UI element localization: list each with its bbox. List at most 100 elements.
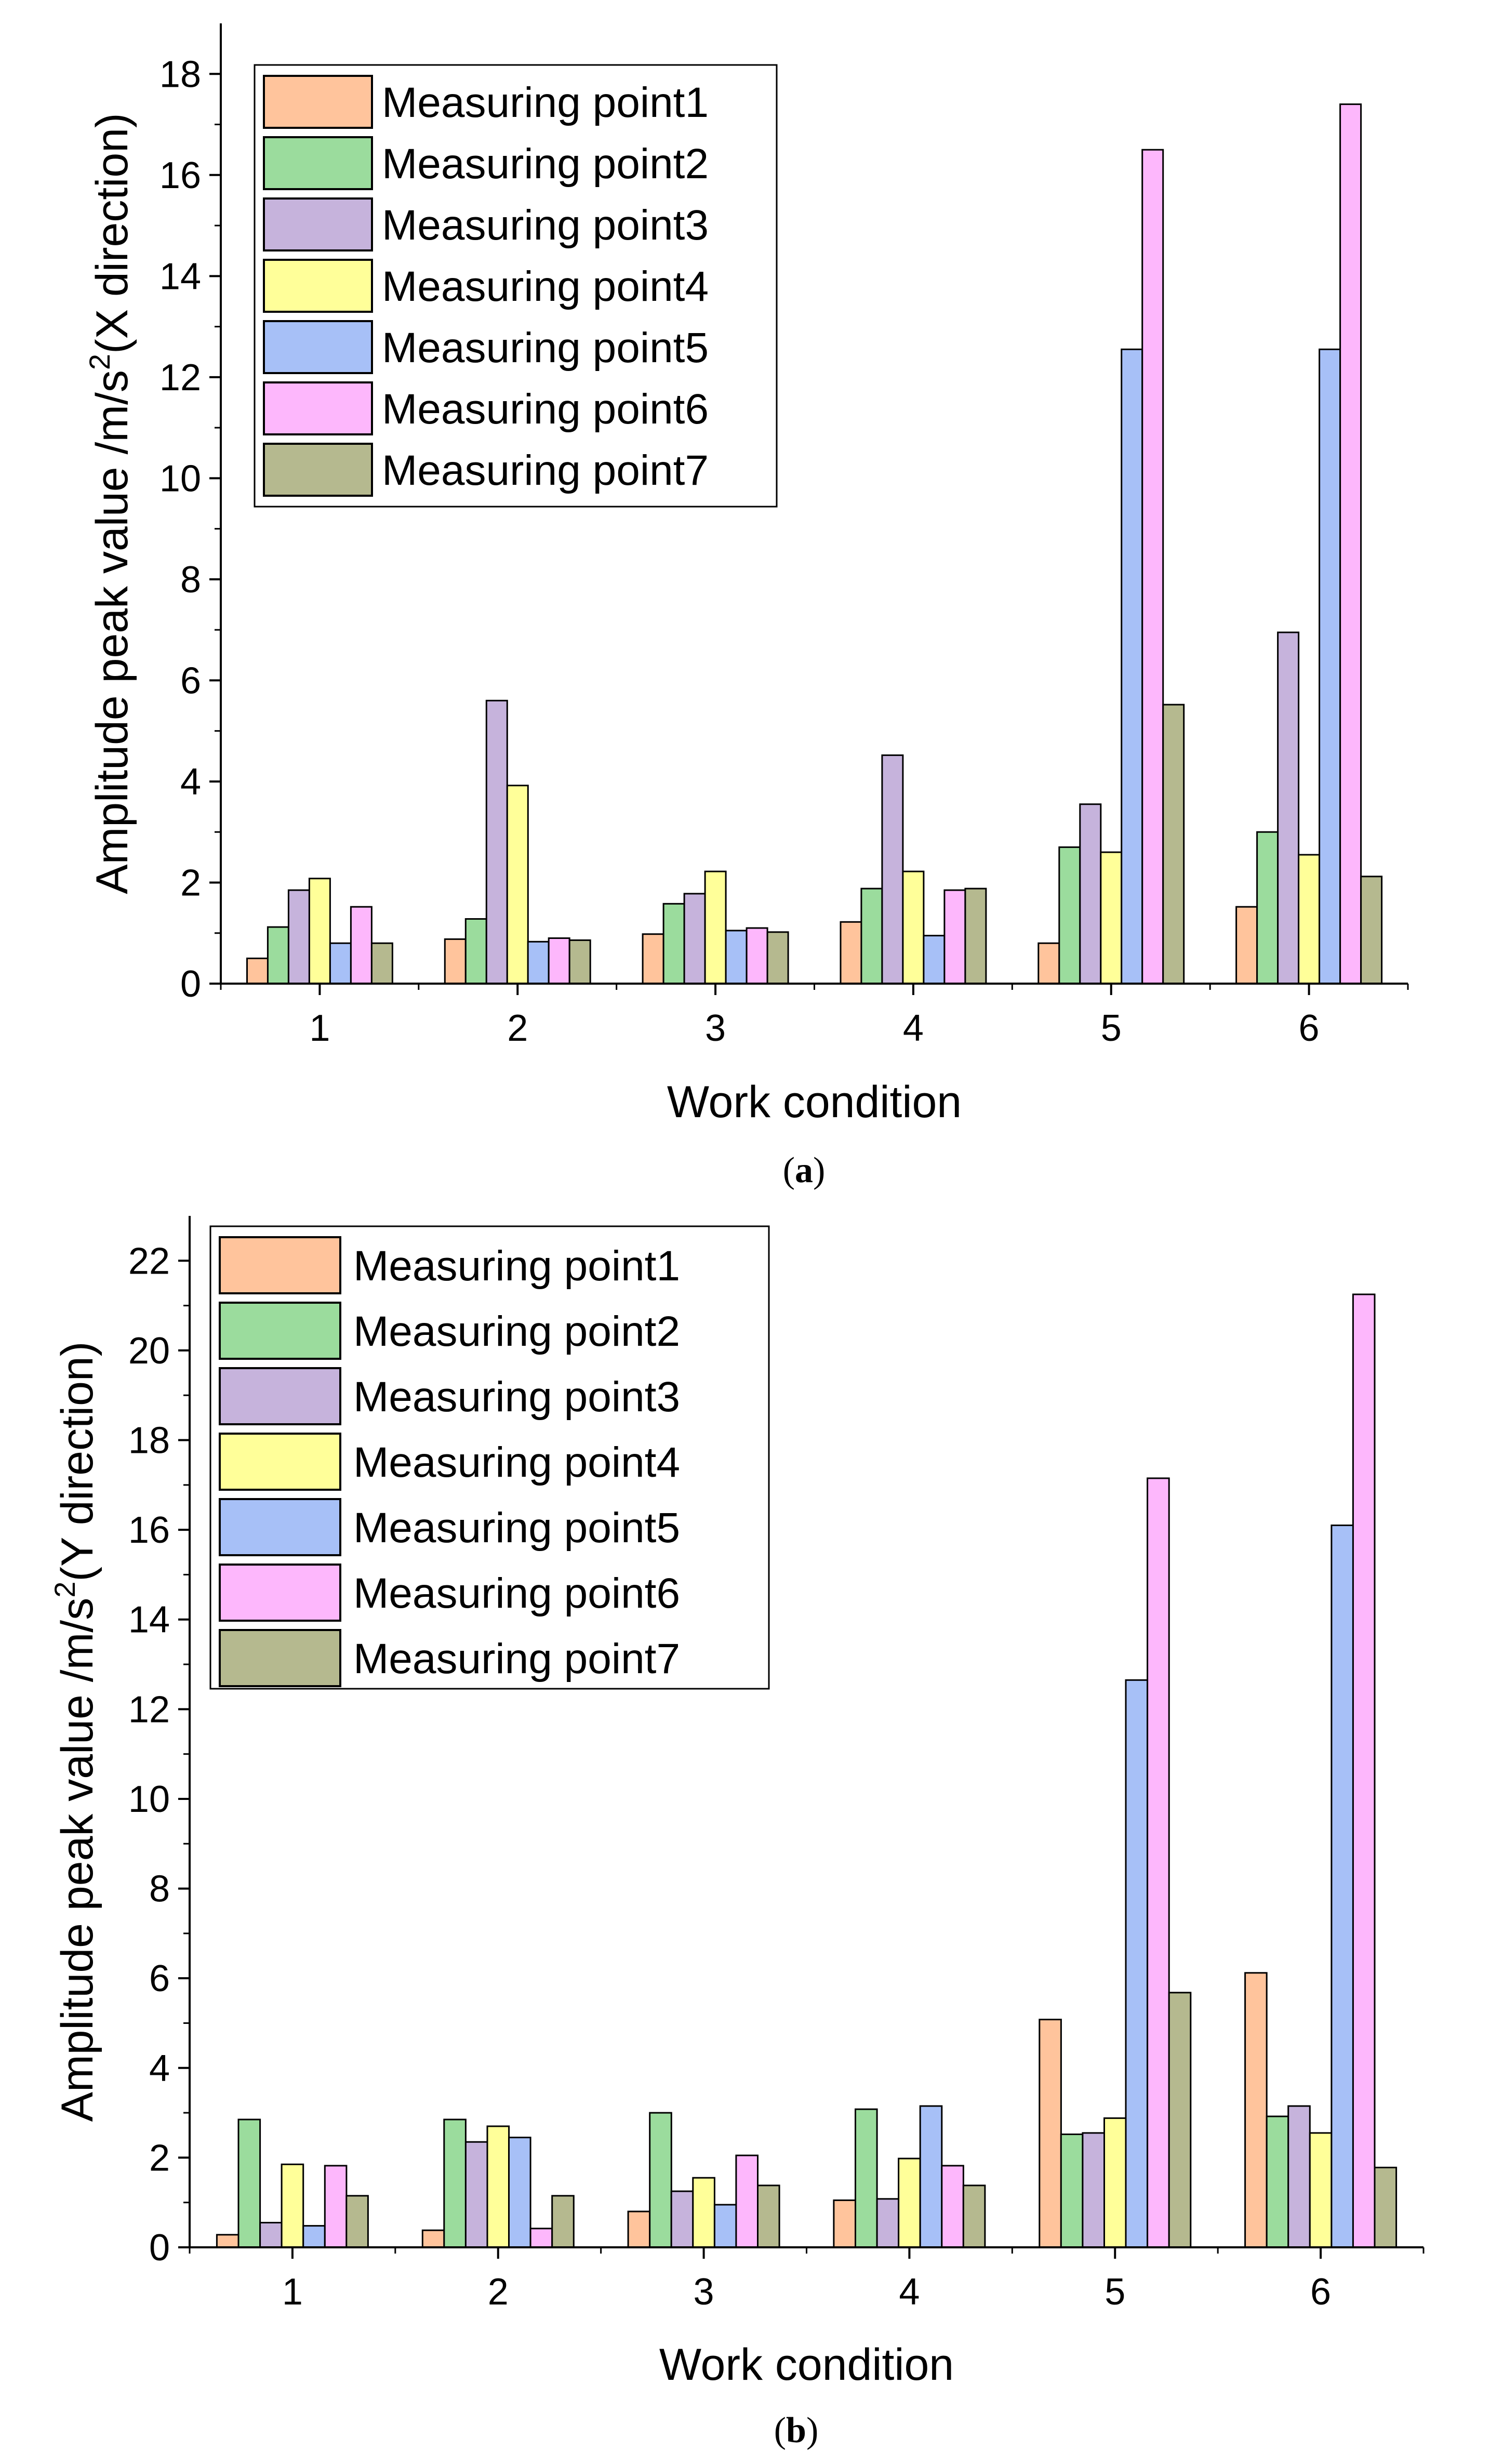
panel-caption-open: (: [783, 1150, 795, 1190]
bar: [1039, 2019, 1062, 2248]
legend-label: Measuring point6: [353, 1570, 680, 1617]
y-tick-label: 12: [159, 357, 201, 399]
panel-caption-letter: b: [786, 2410, 806, 2450]
bar: [443, 2118, 467, 2248]
bar: [840, 921, 862, 985]
y-tick-label: 22: [128, 1240, 170, 1282]
y-tick-label: 12: [128, 1689, 170, 1730]
x-tick-label: 1: [282, 2271, 303, 2313]
bar: [486, 2125, 510, 2248]
bar: [308, 878, 331, 985]
bar: [350, 906, 373, 985]
x-tick-label: 5: [1105, 2271, 1125, 2313]
bar: [627, 2210, 651, 2248]
legend-swatch: [219, 1564, 341, 1622]
bar: [1256, 831, 1279, 985]
y-tick-label: 8: [180, 559, 201, 601]
bar: [1374, 2166, 1398, 2248]
y-tick-label: 2: [149, 2137, 170, 2179]
bar: [1244, 1972, 1268, 2248]
bar: [943, 889, 966, 985]
bar: [1147, 1477, 1170, 2248]
y-tick-label: 14: [159, 256, 201, 297]
x-tick-label: 5: [1101, 1008, 1122, 1049]
bar: [1168, 1992, 1192, 2248]
bar: [855, 2108, 878, 2248]
bar: [964, 887, 987, 985]
panel-caption-open: (: [774, 2410, 786, 2450]
legend-label: Measuring point6: [382, 386, 709, 433]
y-axis-label-superscript: 2: [83, 354, 116, 370]
bar: [464, 2141, 488, 2248]
bar: [568, 939, 591, 985]
bar: [1058, 846, 1081, 985]
bar: [329, 942, 352, 985]
bar: [1060, 2134, 1084, 2248]
legend-label: Measuring point1: [353, 1242, 680, 1290]
y-tick-label: 18: [159, 54, 201, 95]
bar: [444, 938, 467, 985]
bar: [1319, 348, 1341, 985]
legend-swatch: [263, 136, 373, 190]
legend-swatch: [263, 443, 373, 497]
x-axis-label: Work condition: [659, 2340, 954, 2390]
bar: [962, 2184, 986, 2248]
y-axis-label-superscript: 2: [48, 1582, 81, 1598]
bar: [1277, 631, 1300, 985]
bar: [649, 2112, 672, 2248]
bar: [1141, 149, 1164, 985]
bar: [1331, 1525, 1354, 2248]
bar: [692, 2177, 715, 2248]
bar: [302, 2225, 326, 2248]
bar: [1360, 876, 1383, 985]
bar: [1082, 2132, 1105, 2248]
x-tick-label: 3: [705, 1008, 726, 1049]
legend-label: Measuring point7: [382, 447, 709, 494]
bar: [237, 2118, 261, 2248]
legend-swatch: [219, 1629, 341, 1687]
bar: [642, 933, 664, 985]
y-tick-label: 2: [180, 862, 201, 904]
legend-label: Measuring point5: [382, 324, 709, 372]
legend-swatch: [219, 1433, 341, 1491]
bar: [345, 2195, 369, 2248]
bar: [1339, 103, 1362, 985]
bar: [1298, 854, 1321, 985]
legend-swatch: [219, 1498, 341, 1556]
bar: [766, 931, 789, 985]
y-axis-label: Amplitude peak value /m/s2(Y direction): [48, 1342, 102, 2122]
bar: [1309, 2132, 1333, 2248]
y-tick-label: 16: [159, 155, 201, 196]
y-tick-label: 10: [128, 1779, 170, 1820]
bar: [941, 2165, 964, 2248]
y-tick-label: 20: [128, 1330, 170, 1372]
y-axis-label-main: Amplitude peak value /m/s: [52, 1598, 102, 2122]
bar: [902, 870, 925, 985]
bar: [683, 893, 706, 985]
legend-label: Measuring point4: [382, 263, 709, 310]
bar: [876, 2198, 900, 2248]
bar: [713, 2204, 737, 2248]
bar: [1287, 2105, 1311, 2248]
bar: [548, 937, 570, 985]
x-tick-label: 4: [903, 1008, 924, 1049]
bar: [267, 926, 289, 985]
y-tick-label: 4: [180, 761, 201, 803]
y-tick-label: 10: [159, 458, 201, 499]
bar: [704, 870, 727, 985]
legend-swatch: [263, 75, 373, 129]
x-tick-label: 6: [1310, 2271, 1331, 2313]
bar: [898, 2157, 921, 2248]
legend-label: Measuring point4: [353, 1439, 680, 1486]
panel-caption-close: ): [806, 2410, 818, 2450]
x-tick-label: 3: [694, 2271, 714, 2313]
bar: [746, 927, 768, 985]
bar: [1103, 2117, 1127, 2248]
legend-swatch: [263, 381, 373, 435]
bar: [464, 918, 487, 985]
bar: [1121, 348, 1143, 985]
y-tick-label: 6: [149, 1958, 170, 1999]
legend-label: Measuring point3: [353, 1373, 680, 1421]
bar: [670, 2190, 694, 2248]
